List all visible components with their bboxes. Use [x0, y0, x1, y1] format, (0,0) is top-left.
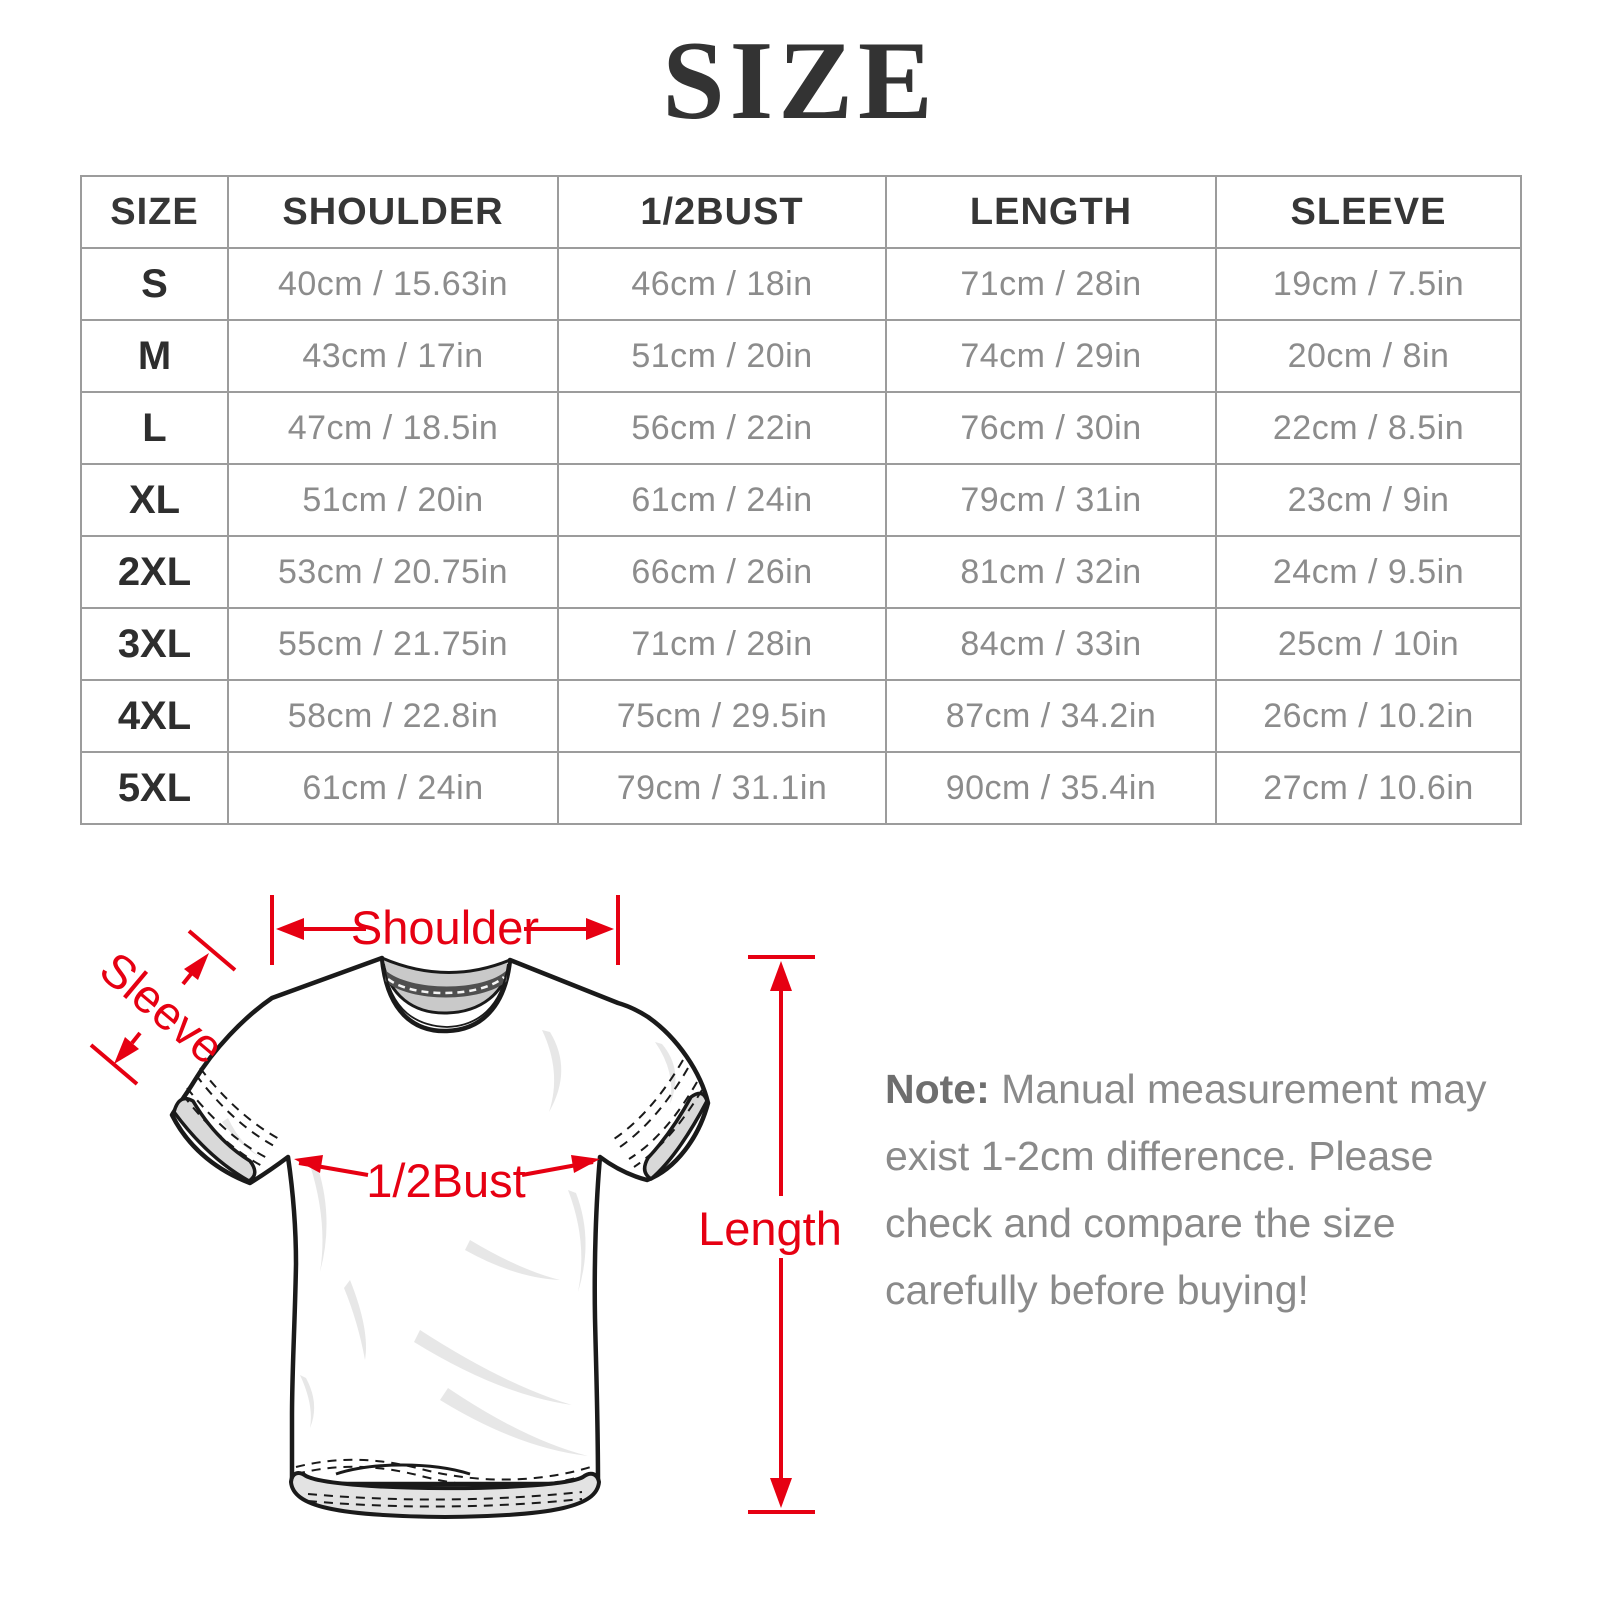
shoulder-value: 40cm / 15.63in [227, 247, 559, 321]
shoulder-value: 47cm / 18.5in [227, 391, 559, 465]
bust-value: 56cm / 22in [557, 391, 887, 465]
table-row: S 40cm / 15.63in 46cm / 18in 71cm / 28in… [80, 247, 1522, 321]
shoulder-dimension-arrow: Shoulder [270, 895, 620, 965]
t-shirt-illustration [169, 955, 711, 1519]
bust-value: 71cm / 28in [557, 607, 887, 681]
col-header-sleeve: SLEEVE [1215, 175, 1522, 249]
bottom-hem [289, 1458, 601, 1519]
sleeve-value: 25cm / 10in [1215, 607, 1522, 681]
size-label: M [80, 319, 229, 393]
col-header-size: SIZE [80, 175, 229, 249]
sleeve-value: 22cm / 8.5in [1215, 391, 1522, 465]
note-prefix: Note: [885, 1066, 990, 1112]
note-line-1: Manual measurement may [989, 1066, 1487, 1112]
shoulder-value: 58cm / 22.8in [227, 679, 559, 753]
length-dimension-arrow: Length [698, 955, 842, 1514]
size-label: XL [80, 463, 229, 537]
length-value: 71cm / 28in [885, 247, 1217, 321]
sleeve-value: 26cm / 10.2in [1215, 679, 1522, 753]
size-label: L [80, 391, 229, 465]
note-line-2: exist 1-2cm difference. Please [885, 1133, 1434, 1179]
length-value: 84cm / 33in [885, 607, 1217, 681]
bust-label: 1/2Bust [366, 1154, 525, 1207]
length-value: 87cm / 34.2in [885, 679, 1217, 753]
left-cuff [172, 1067, 282, 1183]
col-header-length: LENGTH [885, 175, 1217, 249]
bust-value: 51cm / 20in [557, 319, 887, 393]
right-cuff [613, 1059, 709, 1181]
table-row: XL 51cm / 20in 61cm / 24in 79cm / 31in 2… [80, 463, 1522, 537]
shoulder-value: 43cm / 17in [227, 319, 559, 393]
size-label: 2XL [80, 535, 229, 609]
shoulder-value: 51cm / 20in [227, 463, 559, 537]
table-row: 5XL 61cm / 24in 79cm / 31.1in 90cm / 35.… [80, 751, 1522, 825]
note-line-3: check and compare the size [885, 1200, 1396, 1246]
length-value: 79cm / 31in [885, 463, 1217, 537]
col-header-bust: 1/2BUST [557, 175, 887, 249]
table-row: 2XL 53cm / 20.75in 66cm / 26in 81cm / 32… [80, 535, 1522, 609]
length-label: Length [698, 1202, 842, 1255]
size-table: SIZE SHOULDER 1/2BUST LENGTH SLEEVE S 40… [80, 175, 1522, 825]
sleeve-value: 24cm / 9.5in [1215, 535, 1522, 609]
shoulder-value: 61cm / 24in [227, 751, 559, 825]
length-value: 81cm / 32in [885, 535, 1217, 609]
bust-value: 66cm / 26in [557, 535, 887, 609]
bust-dimension-arrow: 1/2Bust [294, 1154, 600, 1207]
table-row: L 47cm / 18.5in 56cm / 22in 76cm / 30in … [80, 391, 1522, 465]
size-label: 3XL [80, 607, 229, 681]
sleeve-value: 20cm / 8in [1215, 319, 1522, 393]
table-row: 4XL 58cm / 22.8in 75cm / 29.5in 87cm / 3… [80, 679, 1522, 753]
length-value: 90cm / 35.4in [885, 751, 1217, 825]
table-row: 3XL 55cm / 21.75in 71cm / 28in 84cm / 33… [80, 607, 1522, 681]
bust-value: 46cm / 18in [557, 247, 887, 321]
note-line-4: carefully before buying! [885, 1267, 1309, 1313]
length-value: 76cm / 30in [885, 391, 1217, 465]
bust-value: 79cm / 31.1in [557, 751, 887, 825]
size-label: 5XL [80, 751, 229, 825]
measurement-note: Note: Manual measurement may exist 1-2cm… [885, 1056, 1535, 1324]
shoulder-label: Shoulder [351, 901, 539, 954]
shoulder-value: 55cm / 21.75in [227, 607, 559, 681]
sleeve-value: 19cm / 7.5in [1215, 247, 1522, 321]
bust-value: 75cm / 29.5in [557, 679, 887, 753]
shoulder-value: 53cm / 20.75in [227, 535, 559, 609]
measurement-diagram: Shoulder Sleeve 1/2Bust L [89, 895, 842, 1519]
sleeve-value: 23cm / 9in [1215, 463, 1522, 537]
size-label: S [80, 247, 229, 321]
size-label: 4XL [80, 679, 229, 753]
table-header-row: SIZE SHOULDER 1/2BUST LENGTH SLEEVE [80, 175, 1522, 249]
collar [380, 956, 512, 1028]
table-row: M 43cm / 17in 51cm / 20in 74cm / 29in 20… [80, 319, 1522, 393]
page-title: SIZE [662, 19, 938, 143]
sleeve-value: 27cm / 10.6in [1215, 751, 1522, 825]
length-value: 74cm / 29in [885, 319, 1217, 393]
sleeve-label: Sleeve [90, 941, 234, 1074]
col-header-shoulder: SHOULDER [227, 175, 559, 249]
bust-value: 61cm / 24in [557, 463, 887, 537]
